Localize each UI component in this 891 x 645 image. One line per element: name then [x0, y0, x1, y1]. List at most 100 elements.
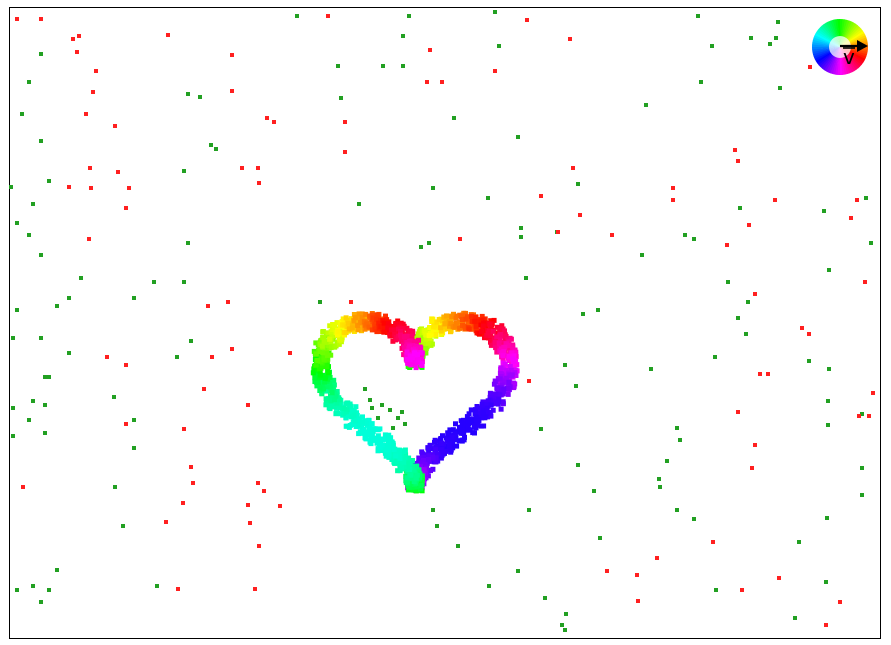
red-particle	[230, 89, 234, 93]
heart-particle	[430, 332, 436, 338]
heart-particle	[511, 380, 516, 386]
heart-particle	[364, 420, 370, 426]
heart-particle	[444, 437, 450, 443]
heart-particle	[336, 336, 342, 342]
heart-particle	[325, 368, 331, 373]
heart-particle	[404, 475, 410, 481]
red-particle	[808, 65, 812, 69]
heart-particle	[393, 453, 399, 459]
heart-particle	[370, 315, 376, 321]
green-particle	[11, 336, 15, 340]
heart-particle	[383, 445, 389, 451]
heart-particle	[507, 364, 513, 369]
heart-particle	[367, 422, 373, 428]
green-particle	[112, 395, 116, 399]
green-particle	[401, 64, 405, 68]
heart-particle	[405, 463, 411, 469]
green-particle	[39, 336, 43, 340]
velocity-arrow-head	[857, 40, 868, 52]
red-particle	[278, 504, 282, 508]
green-particle	[403, 422, 407, 426]
heart-particle	[391, 446, 397, 452]
heart-particle	[329, 327, 335, 332]
green-particle	[396, 416, 400, 420]
green-particle	[39, 600, 43, 604]
heart-particle	[341, 406, 347, 411]
heart-particle	[362, 435, 368, 441]
red-particle	[753, 292, 757, 296]
heart-particle	[423, 346, 429, 351]
green-particle	[598, 536, 602, 540]
heart-particle	[317, 372, 323, 378]
heart-particle	[506, 343, 512, 349]
heart-particle	[509, 372, 515, 378]
heart-particle	[408, 472, 414, 478]
heart-particle	[339, 335, 345, 341]
green-particle	[649, 367, 653, 371]
green-particle	[825, 516, 829, 520]
green-particle	[793, 616, 797, 620]
heart-particle	[469, 313, 475, 319]
heart-particle	[504, 365, 510, 371]
heart-particle	[449, 314, 455, 320]
green-particle	[27, 80, 31, 84]
green-particle	[864, 196, 868, 200]
red-particle	[758, 372, 762, 376]
heart-particle	[371, 426, 377, 432]
heart-particle	[500, 353, 506, 359]
heart-particle	[497, 329, 503, 334]
heart-particle	[366, 428, 372, 434]
heart-particle	[511, 353, 517, 359]
green-particle	[452, 116, 456, 120]
green-particle	[592, 489, 596, 493]
heart-particle	[334, 332, 340, 338]
heart-particle	[360, 414, 365, 420]
red-particle	[605, 569, 609, 573]
heart-particle	[511, 362, 517, 368]
heart-particle	[465, 321, 471, 327]
green-particle	[370, 406, 374, 410]
green-particle	[487, 584, 491, 588]
color-wheel-icon	[811, 18, 869, 76]
red-particle	[525, 18, 529, 22]
heart-particle	[485, 330, 491, 336]
heart-particle	[411, 339, 417, 345]
heart-particle	[457, 322, 463, 328]
heart-particle	[438, 328, 444, 334]
green-particle	[826, 399, 830, 403]
heart-particle	[331, 377, 337, 383]
heart-particle	[401, 449, 407, 455]
heart-particle	[395, 458, 401, 464]
heart-particle	[381, 320, 387, 326]
red-particle	[39, 17, 43, 21]
red-particle	[124, 206, 128, 210]
heart-particle	[466, 417, 472, 422]
heart-particle	[418, 486, 423, 492]
green-particle	[738, 206, 742, 210]
heart-particle	[410, 458, 415, 463]
heart-particle	[449, 434, 455, 440]
heart-particle	[494, 349, 500, 355]
heart-particle	[463, 316, 469, 322]
heart-particle	[332, 397, 337, 403]
green-particle	[797, 540, 801, 544]
green-particle	[860, 412, 864, 416]
green-particle	[39, 253, 43, 257]
green-particle	[435, 524, 439, 528]
heart-particle	[509, 350, 515, 356]
heart-particle	[500, 399, 506, 405]
heart-particle	[385, 325, 391, 331]
heart-particle	[345, 320, 351, 326]
heart-particle	[508, 367, 514, 373]
red-particle	[800, 326, 804, 330]
heart-particle	[328, 352, 334, 358]
red-particle	[571, 166, 575, 170]
heart-particle	[367, 313, 373, 319]
heart-particle	[363, 311, 369, 317]
red-particle	[343, 150, 347, 154]
heart-particle	[391, 459, 397, 465]
heart-particle	[446, 433, 452, 439]
red-particle	[257, 544, 261, 548]
red-particle	[711, 540, 715, 544]
